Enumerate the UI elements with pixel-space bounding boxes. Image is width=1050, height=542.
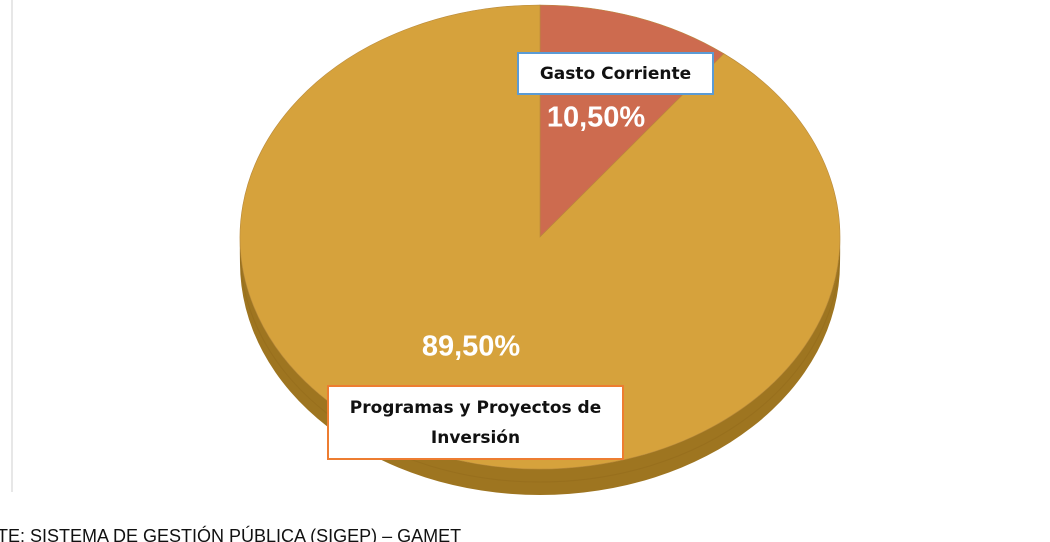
source-note: FUENTE: SISTEMA DE GESTIÓN PÚBLICA (SIGE… [0, 526, 462, 542]
data-label: 10,50% [546, 101, 646, 134]
data-label: 89,50% [421, 330, 521, 363]
category-label: Gasto Corriente [517, 52, 714, 95]
category-label: Programas y Proyectos de Inversión [327, 385, 624, 460]
